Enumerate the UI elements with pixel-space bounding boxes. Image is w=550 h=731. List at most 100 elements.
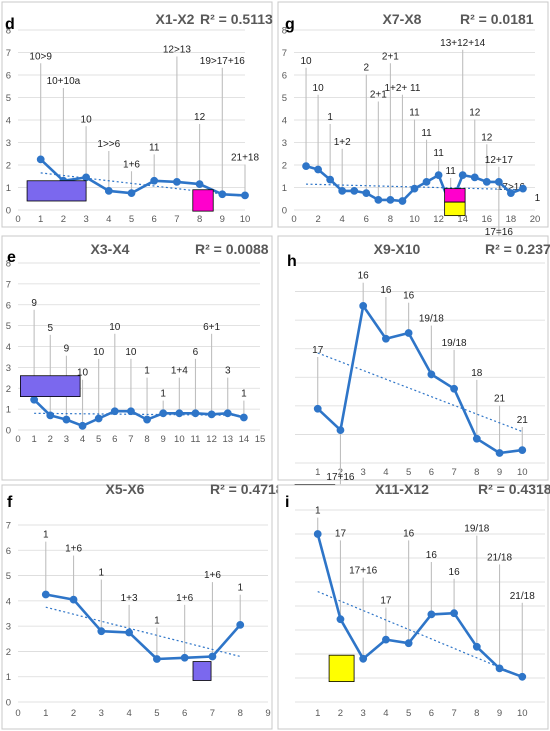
r-squared-label: R² = 0.2374 [485,241,550,257]
annotation-label: 2 [364,63,370,74]
y-tick-label: 4 [6,116,11,127]
panel-frame [277,235,549,481]
x-tick-label: 2 [71,708,76,719]
annotation-label: 11 [149,142,160,153]
x-tick-label: 9 [497,467,502,478]
x-tick-label: 14 [239,434,250,445]
annotation-label: 1+6 [123,159,140,170]
annotation-label: 12 [481,132,493,143]
annotation-label: 1 [241,389,247,400]
data-point [223,409,232,418]
highlight-box [328,654,355,683]
chart-title: X11-X12 [375,481,429,497]
data-point [518,446,527,455]
chart-title: X3-X4 [91,241,130,257]
data-point [104,186,113,195]
x-tick-label: 3 [83,214,88,225]
x-tick-label: 0 [291,214,296,225]
data-point [46,411,55,420]
x-tick-label: 18 [506,214,517,225]
annotation-label: 6+1 [203,322,220,333]
annotation-label: 11 [421,128,432,139]
annotation-label: 19>17+16 [200,56,245,67]
highlight-box [192,661,212,681]
panel-frame [1,484,273,730]
annotation-label: 10 [81,114,93,125]
r-squared-label: R² = 0.0181 [460,11,534,27]
annotation-label: 18 [471,368,483,379]
x-tick-label: 2 [61,214,66,225]
annotation-label: 13+12+14 [440,38,485,49]
data-point [495,449,504,457]
x-tick-label: 8 [474,708,479,719]
y-tick-label: 8 [282,26,287,37]
y-tick-label: 4 [6,596,11,607]
annotation-label: 3 [225,366,231,377]
data-point [208,652,217,661]
x-tick-label: 9 [265,708,270,719]
x-tick-label: 7 [174,214,179,225]
y-tick-label: 3 [6,363,11,374]
data-point [472,434,481,443]
x-tick-label: 3 [64,434,69,445]
panel-frame [277,484,549,730]
r-squared-label: R² = 0.0088 [195,241,269,257]
y-tick-label: 3 [282,138,287,149]
x-tick-label: 10 [517,708,528,719]
data-point [374,195,383,204]
x-tick-label: 20 [530,214,541,225]
annotation-label: 21 [494,394,506,405]
y-tick-label: 3 [6,622,11,633]
annotation-label: 17+16 [349,566,378,577]
data-point [482,177,491,186]
data-point [507,189,515,198]
data-point [410,184,419,193]
annotation-label: 11 [445,166,456,177]
x-tick-label: 9 [497,708,502,719]
x-tick-label: 0 [15,708,20,719]
annotation-label: 19/18 [442,338,467,349]
annotation-label: 1 [327,112,333,123]
annotation-label: 16 [380,285,392,296]
x-tick-label: 7 [451,467,456,478]
x-tick-label: 10 [409,214,420,225]
data-point [69,595,78,604]
panel-letter: g [285,16,295,33]
data-point [494,177,503,186]
x-tick-label: 10 [174,434,185,445]
data-point [239,413,248,422]
r-squared-label: R² = 0.4318 [478,481,550,497]
annotation-label: 12 [469,108,481,119]
x-tick-label: 2 [48,434,53,445]
x-tick-label: 6 [429,708,434,719]
data-point [143,415,151,424]
data-point [110,407,119,416]
x-tick-label: 8 [197,214,202,225]
data-point [427,610,436,619]
annotation-label: 21+18 [231,153,260,164]
highlight-box [444,188,466,203]
annotation-label: 17 [312,345,324,356]
annotation-label: 1 [160,389,166,400]
x-tick-label: 2 [315,214,320,225]
data-point [382,635,390,644]
data-point [62,415,71,424]
data-point [302,162,310,171]
chart-panel-f: 0 1 2 3 4 5 6 7 0 1 2 3 4 5 6 7 8 9 1 1+6 1 1+3 1 1+6 1+6 1 f X5-X6… [1,481,284,730]
chart-panel-i: 1 2 3 4 5 6 7 8 9 10 1 17 17+16 17 16 16 16 19/18 21/18 21/… [277,481,550,730]
data-point [30,395,39,404]
panel-frame [1,235,273,481]
data-point [191,409,200,418]
x-tick-label: 13 [222,434,233,445]
annotation-label: 1 [154,616,160,627]
data-point [97,627,106,636]
trendline [317,591,523,678]
x-tick-label: 12 [206,434,217,445]
x-tick-label: 4 [126,708,131,719]
y-tick-label: 0 [6,206,11,217]
y-tick-label: 4 [282,116,287,127]
annotation-label: 16 [449,567,461,578]
data-series-line [45,593,242,661]
data-point [350,186,359,195]
